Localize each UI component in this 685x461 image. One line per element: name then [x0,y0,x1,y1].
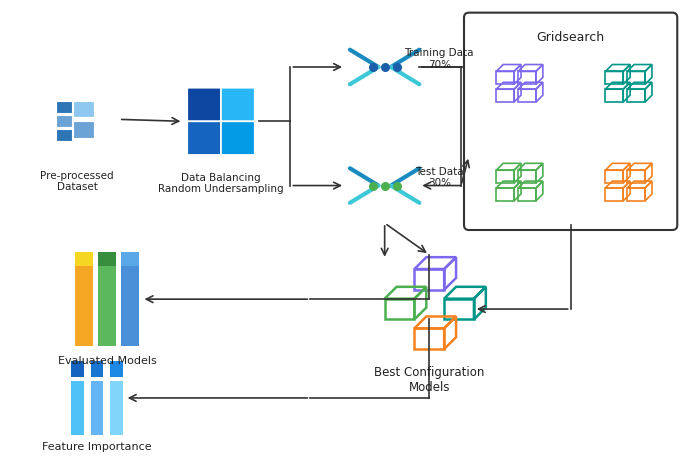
Polygon shape [56,115,71,127]
Bar [98,252,116,266]
Bar [110,377,123,381]
FancyBboxPatch shape [221,88,255,121]
Polygon shape [73,121,94,138]
Text: Evaluated Models: Evaluated Models [58,356,156,366]
Bar [121,252,138,266]
FancyBboxPatch shape [221,121,255,155]
Polygon shape [56,129,71,141]
FancyBboxPatch shape [464,12,677,230]
Bar [71,381,84,435]
Text: Test Data
30%: Test Data 30% [415,167,464,189]
Bar [71,377,84,381]
Text: Feature Importance: Feature Importance [42,443,152,452]
Bar [90,377,103,381]
Polygon shape [56,100,71,112]
Bar [90,361,103,377]
FancyBboxPatch shape [187,88,221,121]
Bar [98,266,116,346]
Bar [90,381,103,435]
Text: Data Balancing
Random Undersampling: Data Balancing Random Undersampling [158,173,284,194]
Bar [110,381,123,435]
Text: Gridsearch: Gridsearch [536,31,605,44]
Bar [121,266,138,346]
FancyBboxPatch shape [187,121,221,155]
Text: Training Data
70%: Training Data 70% [404,48,474,70]
Text: Pre-processed
Dataset: Pre-processed Dataset [40,171,114,192]
Polygon shape [73,100,94,118]
Bar [75,266,93,346]
Bar [75,252,93,266]
Bar [71,361,84,377]
Bar [110,361,123,377]
Text: Best Configuration
Models: Best Configuration Models [374,366,484,394]
